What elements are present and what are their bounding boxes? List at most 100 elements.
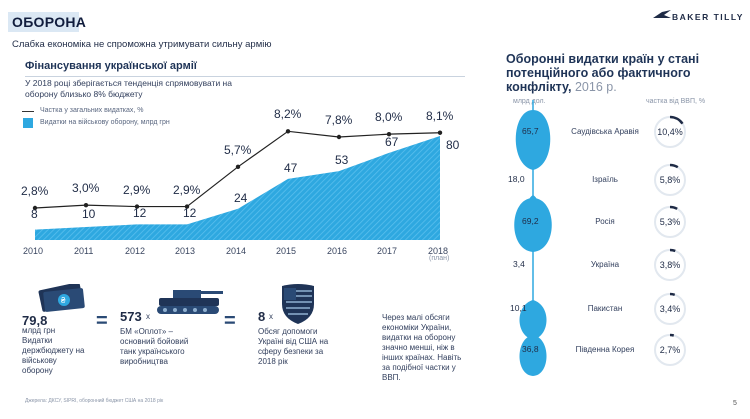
legend-line-label: Частка у загальних видатках, % [40,107,144,114]
line-point-2014 [235,164,241,170]
money-icon: ₴ [38,284,85,312]
year-label-2010: 2010 [23,246,44,256]
right-section-title: Оборонні видатки країн у стані потенційн… [506,52,736,94]
year-label-2011: 2011 [74,246,94,256]
year-label-2017: 2017 [377,246,398,256]
area-label-2014: 24 [234,190,248,205]
gdp-share-value: 3,4% [659,304,681,314]
country-value: 18,0 [508,174,525,184]
legend-line-swatch [22,111,34,112]
gdp-share-value: 2,7% [659,345,681,355]
gdp-share-value: 3,8% [659,260,681,270]
line-point-2015 [285,129,291,134]
intro-text: У 2018 році зберігається тенденція спрям… [25,78,232,99]
line-point-2011 [83,202,89,208]
line-label-2011: 3,0% [72,181,100,196]
country-value: 3,4 [513,259,525,269]
equals-sign-2: = [224,310,236,332]
area-label-2016: 53 [335,153,349,168]
area-label-2011: 10 [82,207,96,221]
gdp-ring-icon [653,333,687,367]
line-label-2013: 2,9% [173,182,201,197]
page-number: 5 [733,400,737,407]
country-value: 10,1 [510,303,527,313]
money-value: 79,8 [22,313,48,328]
line-label-2017: 8,0% [375,110,403,125]
tank-value: 573 [120,309,142,324]
right-title-year: 2016 р. [574,80,617,94]
year-label-2015: 2015 [276,246,297,256]
line-point-2013 [184,204,190,209]
baker-tilly-logo-icon [653,10,671,18]
country-name: Росія [595,217,615,226]
equals-sign-1: = [96,310,108,332]
column-header-usd: млрд дол. [513,98,546,105]
line-label-2015: 8,2% [274,107,302,122]
comparison-note: Через малі обсяги економіки України, вид… [382,313,462,382]
country-name: Ізраїль [592,175,618,184]
gdp-share-value: 5,8% [659,175,681,185]
gdp-ring-icon [653,205,687,239]
line-point-2018 [437,130,443,135]
legend-area-label: Видатки на військову оборону, млрд грн [40,119,170,126]
line-label-2016: 7,8% [325,113,353,127]
area-label-2015: 47 [284,160,298,175]
svg-text:₴: ₴ [61,296,66,305]
column-header-gdp: частка від ВВП, % [646,98,706,105]
army-funding-chart [32,129,443,240]
right-title-text: Оборонні видатки країн у стані потенційн… [506,52,700,94]
country-name: Україна [590,260,620,269]
section-divider [25,76,465,77]
year-label-2014: 2014 [226,246,247,256]
line-label-2010: 2,8% [21,184,49,198]
line-label-2014: 5,7% [224,142,252,157]
aid-description: Обсяг допомоги Україні від США на сферу … [258,327,329,366]
year-label-2013: 2013 [175,246,196,256]
gdp-share-value: 10,4% [657,127,683,137]
line-label-2018: 8,1% [426,108,454,123]
bubble-shape-korea [519,335,547,376]
line-label-2012: 2,9% [123,182,151,197]
area-series-spending [35,136,440,240]
country-value: 65,7 [522,126,539,136]
line-point-2016 [336,134,342,140]
area-label-2012: 12 [133,206,147,221]
year-label-2016: 2016 [327,246,348,256]
year-label-2012: 2012 [125,246,146,256]
area-label-2017: 67 [385,134,399,149]
bubble-shape-pakistan [519,300,547,340]
line-point-2010 [32,205,38,211]
area-label-2013: 12 [183,206,197,221]
country-bubble-chart [514,100,552,376]
gdp-ring-icon [653,163,687,197]
line-point-2017 [386,131,392,137]
country-name: Саудівська Аравія [571,127,639,136]
source-note: Джерела: ДКСУ, SIPRI, оборонний бюджет С… [25,398,164,404]
year-2018-note: (план) [429,255,450,262]
line-point-2012 [134,204,140,209]
section-badge: ОБОРОНА [8,12,86,32]
country-value: 69,2 [522,216,539,226]
area-label-2018: 80 [446,138,460,152]
legend-area-swatch [23,118,33,128]
tank-description: БМ «Оплот» – основний бойовий танк украї… [120,327,189,366]
country-name: Південна Корея [575,345,635,354]
tank-multiplier: x [146,312,150,321]
year-label-2018: 2018 [428,246,449,256]
page-subtitle: Слабка економіка не спроможна утримувати… [12,39,272,50]
gdp-ring-icon [653,292,687,326]
tank-icon [157,290,223,314]
section-title-army-funding: Фінансування української армії [25,60,197,72]
area-label-2010: 8 [31,207,38,221]
aid-multiplier: x [269,312,273,321]
bubble-shape-saudi [515,110,551,170]
money-description: Видатки держбюджету на військову оборону [22,336,85,375]
us-flag-shield-icon [282,284,314,324]
country-value: 36,8 [522,344,539,354]
country-name: Пакистан [587,304,623,313]
baker-tilly-logo: BAKER TILLY [672,12,744,22]
gdp-ring-icon [653,115,687,149]
aid-value: 8 [258,309,266,324]
gdp-ring-icon [653,248,687,282]
money-unit: млрд грн [22,326,56,335]
